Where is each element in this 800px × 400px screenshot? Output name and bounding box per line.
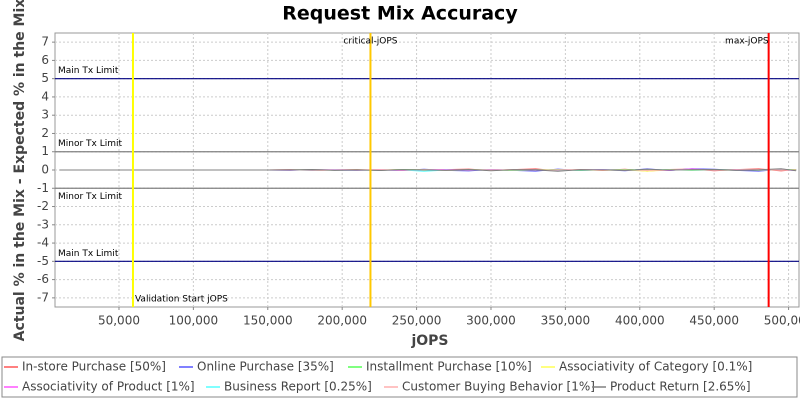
- legend-label: Online Purchase [35%]: [197, 360, 334, 374]
- y-tick-label: -7: [37, 290, 49, 304]
- x-tick-label: 300,000: [466, 314, 516, 328]
- y-tick-label: 5: [41, 71, 49, 85]
- jops-marker-label: Validation Start jOPS: [135, 295, 228, 305]
- series-line: [59, 168, 797, 172]
- legend-label: Associativity of Product [1%]: [22, 380, 195, 394]
- legend-box: [1, 356, 798, 398]
- jops-marker-label: critical-jOPS: [343, 37, 397, 47]
- y-tick-label: -3: [37, 217, 49, 231]
- y-tick-label: -6: [37, 272, 49, 286]
- y-axis-label: Actual % in the Mix - Expected % in the …: [12, 0, 28, 341]
- y-tick-label: -5: [37, 254, 49, 268]
- legend-label: Business Report [0.25%]: [224, 380, 372, 394]
- y-tick-label: -2: [37, 199, 49, 213]
- y-tick-label: 1: [41, 144, 49, 158]
- x-tick-label: 350,000: [541, 314, 591, 328]
- jops-marker-label: max-jOPS: [725, 37, 769, 47]
- x-tick-label: 400,000: [615, 314, 665, 328]
- x-tick-label: 150,000: [243, 314, 293, 328]
- x-tick-label: 100,000: [169, 314, 219, 328]
- x-tick-label: 250,000: [392, 314, 442, 328]
- legend-label: Installment Purchase [10%]: [366, 360, 532, 374]
- limit-label: Main Tx Limit: [58, 66, 119, 76]
- x-tick-label: 50,000: [98, 314, 140, 328]
- legend-label: Associativity of Category [0.1%]: [559, 360, 752, 374]
- x-tick-label: 450,000: [689, 314, 739, 328]
- limit-label: Minor Tx Limit: [58, 139, 123, 149]
- limit-label: Main Tx Limit: [58, 249, 119, 259]
- x-axis-label: jOPS: [410, 333, 448, 349]
- legend-label: Customer Buying Behavior [1%]: [402, 380, 595, 394]
- y-tick-label: 7: [41, 35, 49, 49]
- x-tick-label: 200,000: [317, 314, 367, 328]
- y-tick-label: 2: [41, 126, 49, 140]
- y-tick-label: 6: [41, 53, 49, 67]
- y-tick-label: 3: [41, 108, 49, 122]
- y-tick-label: 4: [41, 89, 49, 103]
- y-tick-label: -4: [37, 236, 49, 250]
- y-tick-label: -1: [37, 181, 49, 195]
- legend-label: In-store Purchase [50%]: [22, 360, 166, 374]
- legend-label: Product Return [2.65%]: [610, 380, 751, 394]
- limit-label: Minor Tx Limit: [58, 192, 123, 202]
- chart-title: Request Mix Accuracy: [282, 3, 518, 25]
- y-tick-label: 0: [41, 163, 49, 177]
- x-tick-label: 500,000: [764, 314, 800, 328]
